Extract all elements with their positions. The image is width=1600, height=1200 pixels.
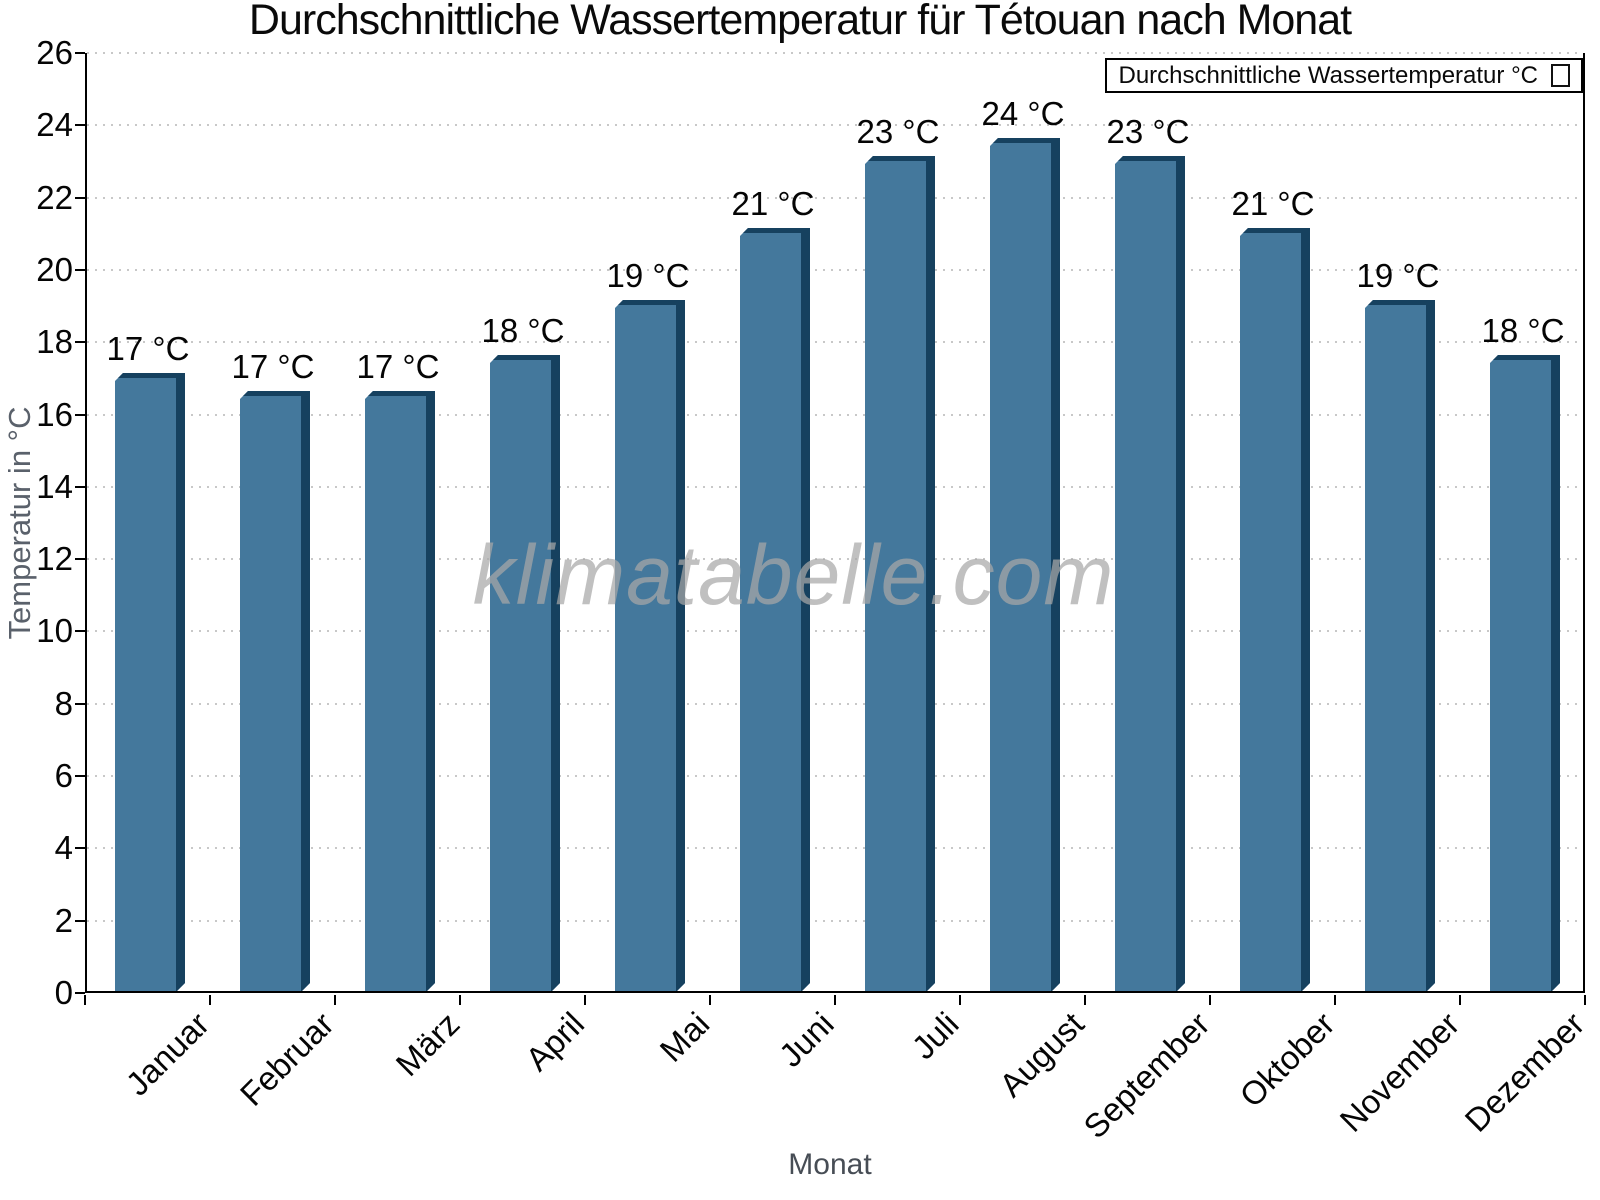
x-tick-label-mai: Mai: [652, 1005, 717, 1069]
y-tick-label-6: 6: [54, 757, 73, 795]
x-tick-4: [584, 995, 586, 1005]
y-tick-label-2: 2: [54, 901, 73, 939]
x-tick-12: [1584, 995, 1586, 1005]
x-tick-label-dezember: Dezember: [1457, 1005, 1592, 1139]
bar-februar: [240, 391, 310, 991]
y-tick-18: [75, 341, 85, 344]
gridline-18: [87, 341, 1583, 344]
x-tick-10: [1334, 995, 1336, 1005]
y-tick-label-24: 24: [36, 106, 73, 144]
x-tick-3: [459, 995, 461, 1005]
gridline-16: [87, 413, 1583, 416]
y-tick-22: [75, 196, 85, 199]
bar-juni: [740, 228, 810, 991]
x-tick-1: [209, 995, 211, 1005]
gridline-2: [87, 919, 1583, 922]
x-axis-title: Monat: [788, 1148, 872, 1181]
y-tick-26: [75, 52, 85, 54]
y-tick-24: [75, 124, 85, 127]
y-tick-4: [75, 847, 85, 850]
x-tick-label-januar: Januar: [118, 1005, 217, 1103]
y-tick-12: [75, 558, 85, 561]
gridline-12: [87, 558, 1583, 561]
y-tick-label-20: 20: [36, 250, 73, 288]
gridline-14: [87, 485, 1583, 488]
y-tick-0: [75, 992, 85, 994]
x-tick-2: [334, 995, 336, 1005]
x-tick-8: [1084, 995, 1086, 1005]
legend[interactable]: Durchschnittliche Wassertemperatur °C: [1105, 58, 1583, 93]
x-tick-9: [1209, 995, 1211, 1005]
bar-august: [990, 138, 1060, 991]
x-tick-label-märz: März: [388, 1005, 467, 1084]
x-tick-label-juli: Juli: [904, 1005, 967, 1067]
bar-juli: [865, 156, 935, 991]
bar-märz: [365, 391, 435, 991]
y-tick-label-4: 4: [54, 829, 73, 867]
gridline-26: [87, 52, 1583, 54]
y-tick-2: [75, 919, 85, 922]
bar-dezember: [1490, 355, 1560, 991]
x-tick-0: [84, 995, 86, 1005]
bar-oktober: [1240, 228, 1310, 991]
x-tick-5: [709, 995, 711, 1005]
legend-swatch: [1551, 64, 1570, 87]
bar-november: [1365, 300, 1435, 991]
x-tick-label-november: November: [1332, 1005, 1467, 1139]
x-tick-label-september: September: [1075, 1005, 1217, 1146]
chart-title: Durchschnittliche Wassertemperatur für T…: [248, 0, 1352, 44]
x-tick-7: [959, 995, 961, 1005]
y-tick-20: [75, 268, 85, 271]
bar-januar: [115, 373, 185, 991]
y-tick-label-22: 22: [36, 178, 73, 216]
plot-area: [85, 52, 1585, 993]
legend-label: Durchschnittliche Wassertemperatur °C: [1118, 61, 1538, 89]
y-tick-10: [75, 630, 85, 633]
gridline-6: [87, 775, 1583, 778]
y-tick-8: [75, 702, 85, 705]
x-tick-6: [834, 995, 836, 1005]
gridline-8: [87, 702, 1583, 705]
bar-september: [1115, 156, 1185, 991]
gridline-10: [87, 630, 1583, 633]
y-tick-6: [75, 775, 85, 778]
y-tick-16: [75, 413, 85, 416]
x-tick-label-juni: Juni: [772, 1005, 842, 1074]
bar-mai: [615, 300, 685, 991]
x-tick-label-august: August: [992, 1005, 1092, 1104]
gridline-20: [87, 268, 1583, 271]
x-tick-label-februar: Februar: [233, 1005, 342, 1113]
y-tick-label-0: 0: [54, 974, 73, 1011]
x-tick-label-april: April: [518, 1005, 592, 1078]
x-tick-11: [1459, 995, 1461, 1005]
gridline-22: [87, 196, 1583, 199]
y-axis-title: Temperatur in °C: [2, 406, 37, 640]
gridline-24: [87, 124, 1583, 127]
gridline-4: [87, 847, 1583, 850]
bar-april: [490, 355, 560, 991]
x-tick-label-oktober: Oktober: [1231, 1005, 1342, 1115]
y-tick-14: [75, 485, 85, 488]
